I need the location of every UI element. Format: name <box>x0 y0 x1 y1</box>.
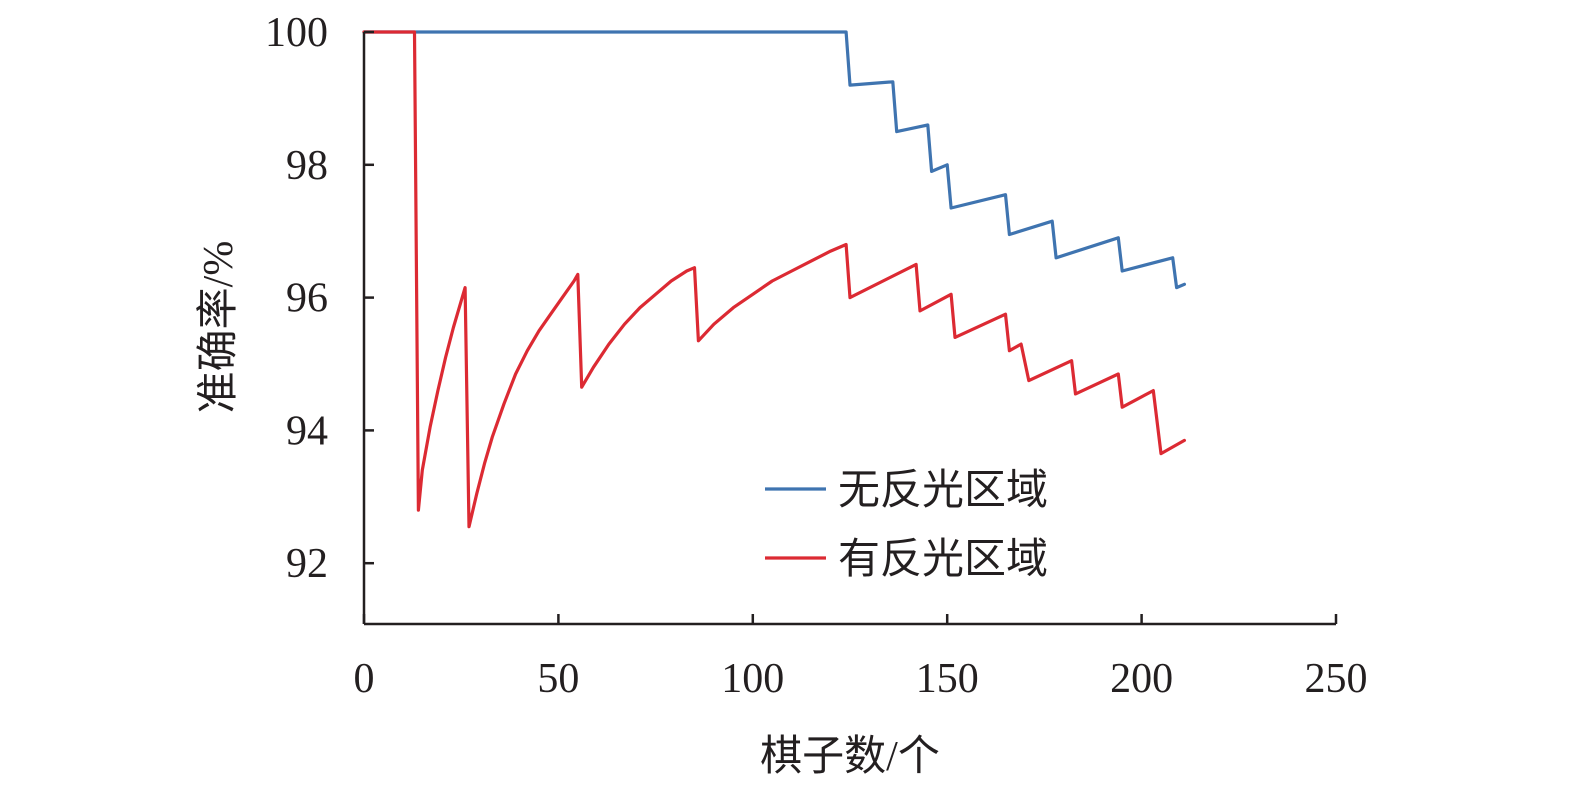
series-layer <box>362 30 1187 529</box>
y-axis-title: 准确率/% <box>195 241 242 414</box>
x-tick-label: 50 <box>537 656 579 702</box>
axes <box>362 32 1336 626</box>
x-axis-title: 棋子数/个 <box>760 734 940 780</box>
legend: 无反光区域 有反光区域 <box>765 468 1048 583</box>
y-tick-label: 94 <box>286 408 328 454</box>
x-tick-label: 250 <box>1305 656 1368 702</box>
x-tick-label: 200 <box>1110 656 1173 702</box>
y-tick-label: 100 <box>265 10 328 56</box>
y-tick-label: 98 <box>286 143 328 189</box>
y-tick-label: 96 <box>286 276 328 322</box>
series-line-1 <box>362 30 1187 529</box>
x-tick-label: 0 <box>354 656 375 702</box>
legend-label-with-reflection: 有反光区域 <box>838 537 1048 583</box>
series-line-0 <box>362 30 1187 290</box>
x-tick-label: 150 <box>916 656 979 702</box>
ticks: 0 50 100 150 200 250 92 94 96 98 100 <box>265 10 1368 702</box>
x-tick-label: 100 <box>721 656 784 702</box>
legend-label-no-reflection: 无反光区域 <box>838 468 1048 514</box>
y-tick-label: 92 <box>286 541 328 587</box>
